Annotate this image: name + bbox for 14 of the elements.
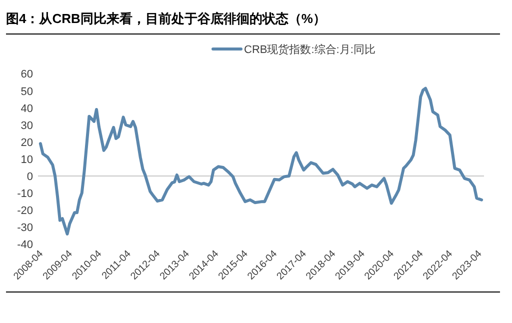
- y-tick-label: 60: [20, 68, 33, 81]
- y-tick-label: 50: [20, 86, 33, 98]
- y-tick-label: 30: [20, 120, 33, 132]
- legend-label: CRB现货指数:综合:月:同比: [244, 43, 376, 56]
- y-tick-label: 40: [20, 102, 33, 115]
- chart-title: 图4：从CRB同比来看，目前处于谷底徘徊的状态（%）: [6, 11, 326, 26]
- y-tick-label: -10: [17, 188, 33, 200]
- y-tick-label: 10: [20, 154, 33, 166]
- y-tick-label: 20: [20, 136, 33, 149]
- y-tick-label: -20: [17, 205, 33, 218]
- line-series: [38, 86, 484, 236]
- y-tick-label: 0: [26, 171, 33, 183]
- y-tick-label: -30: [17, 222, 33, 234]
- y-tick-label: -40: [17, 239, 33, 252]
